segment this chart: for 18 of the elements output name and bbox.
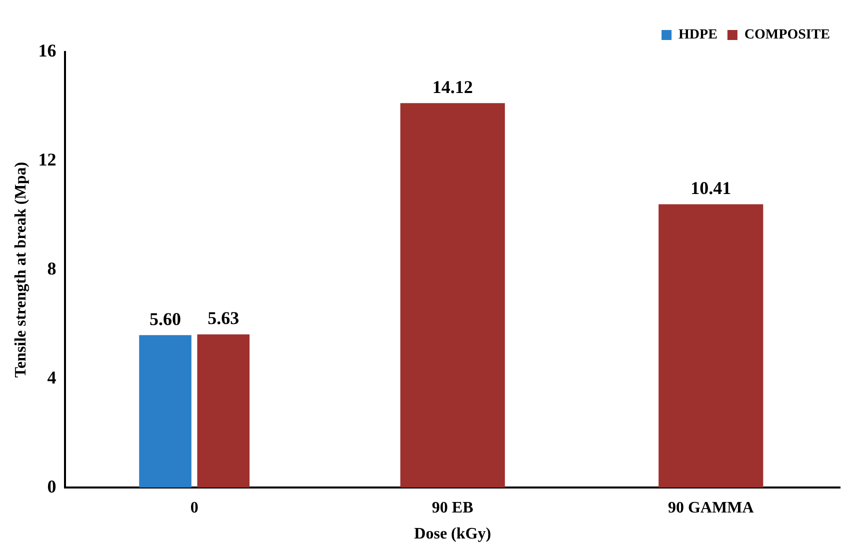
y-axis-title: Tensile strength at break (Mpa): [12, 162, 30, 378]
data-label: 14.12: [432, 76, 473, 97]
data-label: 10.41: [690, 178, 732, 198]
bar: [139, 335, 192, 488]
y-tick-label: 16: [38, 40, 56, 61]
legend-label: COMPOSITE: [744, 28, 830, 43]
y-tick-label: 4: [47, 367, 56, 388]
y-tick-label: 8: [47, 258, 56, 278]
legend-label: HDPE: [678, 28, 718, 43]
x-tick-label: 90 EB: [432, 499, 474, 516]
bar: [658, 204, 764, 488]
x-axis-title: Dose (kGy): [414, 526, 492, 543]
y-tick-label: 12: [38, 150, 56, 170]
x-tick-label: 0: [190, 499, 198, 516]
x-tick-label: 90 GAMMA: [668, 499, 754, 516]
data-label: 5.60: [150, 308, 182, 329]
y-tick-label: 0: [47, 476, 56, 496]
data-label: 5.63: [208, 308, 240, 328]
